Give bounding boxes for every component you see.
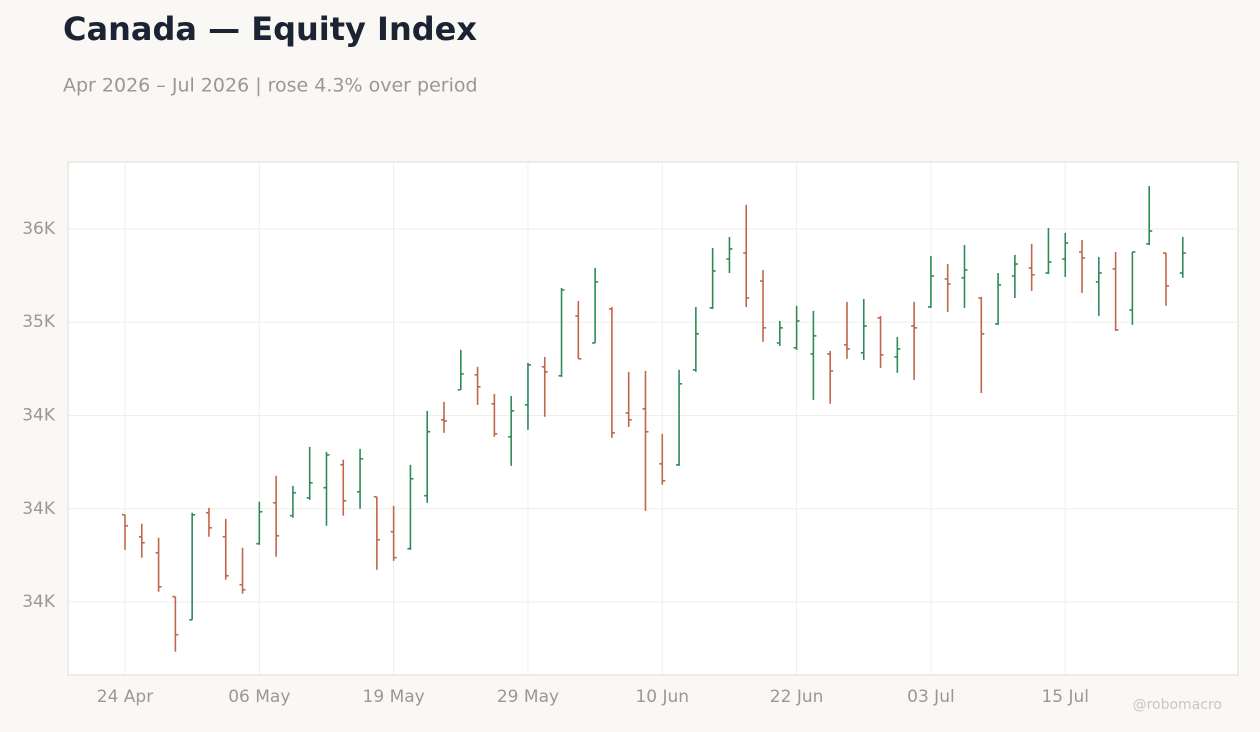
x-tick-label: 24 Apr: [97, 687, 153, 707]
chart-title: Canada — Equity Index: [63, 10, 477, 48]
x-tick-label: 15 Jul: [1041, 687, 1089, 707]
x-tick-label: 10 Jun: [635, 687, 689, 707]
y-tick-label: 34K: [22, 406, 56, 426]
x-tick-label: 29 May: [497, 687, 559, 707]
y-tick-label: 34K: [22, 499, 56, 519]
y-tick-label: 34K: [22, 592, 56, 612]
plot-area: [67, 161, 1239, 676]
x-tick-label: 19 May: [363, 687, 425, 707]
watermark: @robomacro: [1133, 697, 1222, 713]
chart-subtitle: Apr 2026 – Jul 2026 | rose 4.3% over per…: [63, 75, 478, 97]
y-tick-label: 35K: [22, 312, 56, 332]
x-tick-label: 06 May: [228, 687, 290, 707]
x-tick-label: 22 Jun: [770, 687, 824, 707]
x-tick-label: 03 Jul: [907, 687, 955, 707]
y-tick-label: 36K: [22, 219, 56, 239]
